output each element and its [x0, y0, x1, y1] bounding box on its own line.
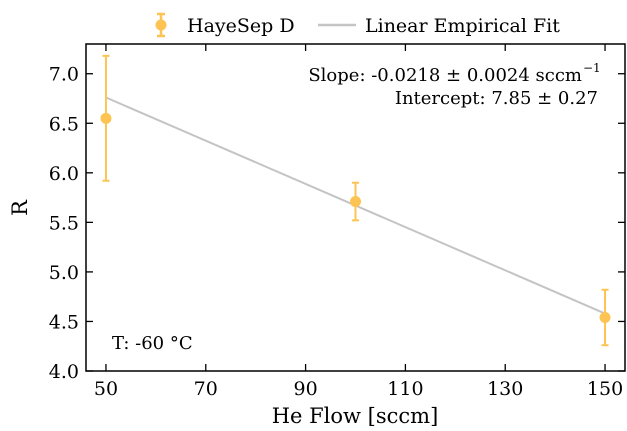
- data-point: [350, 196, 361, 208]
- x-tick-label: 130: [487, 378, 523, 400]
- ticks-layer: 50 70 90 110 130 150 4.0 4.5 5.0 5.5 6.0 6.5 7.0: [49, 44, 625, 400]
- data-point: [100, 112, 112, 124]
- y-tick-label: 5.5: [49, 212, 79, 234]
- slope-exponent: −1: [583, 61, 601, 75]
- x-axis-label: He Flow [sccm]: [272, 404, 439, 428]
- x-tick-label: 110: [387, 378, 423, 400]
- data-point: [599, 311, 611, 323]
- y-tick-label: 7.0: [49, 64, 79, 86]
- plot-frame: [85, 43, 626, 372]
- temperature-annotation: T: -60 °C: [112, 333, 193, 354]
- y-tick-label: 6.0: [49, 163, 79, 185]
- y-axis-label: R: [8, 199, 32, 216]
- y-tick-label: 4.5: [49, 311, 79, 333]
- legend-point-marker: [155, 19, 167, 31]
- y-tick-label: 4.0: [49, 361, 79, 383]
- legend: HayeSep D Linear Empirical Fit: [155, 12, 560, 38]
- intercept-annotation: Intercept: 7.85 ± 0.27: [395, 88, 598, 109]
- x-tick-label: 150: [587, 378, 623, 400]
- x-tick-label: 90: [293, 378, 317, 400]
- slope-annotation: Slope: -0.0218 ± 0.0024 sccm: [308, 65, 582, 86]
- data-layer: [100, 54, 611, 347]
- x-tick-label: 50: [94, 378, 118, 400]
- y-tick-label: 6.5: [49, 113, 79, 135]
- legend-label-fit: Linear Empirical Fit: [365, 15, 560, 37]
- y-tick-label: 5.0: [49, 262, 79, 284]
- x-tick-label: 70: [194, 378, 218, 400]
- legend-label-hayesep: HayeSep D: [187, 15, 295, 37]
